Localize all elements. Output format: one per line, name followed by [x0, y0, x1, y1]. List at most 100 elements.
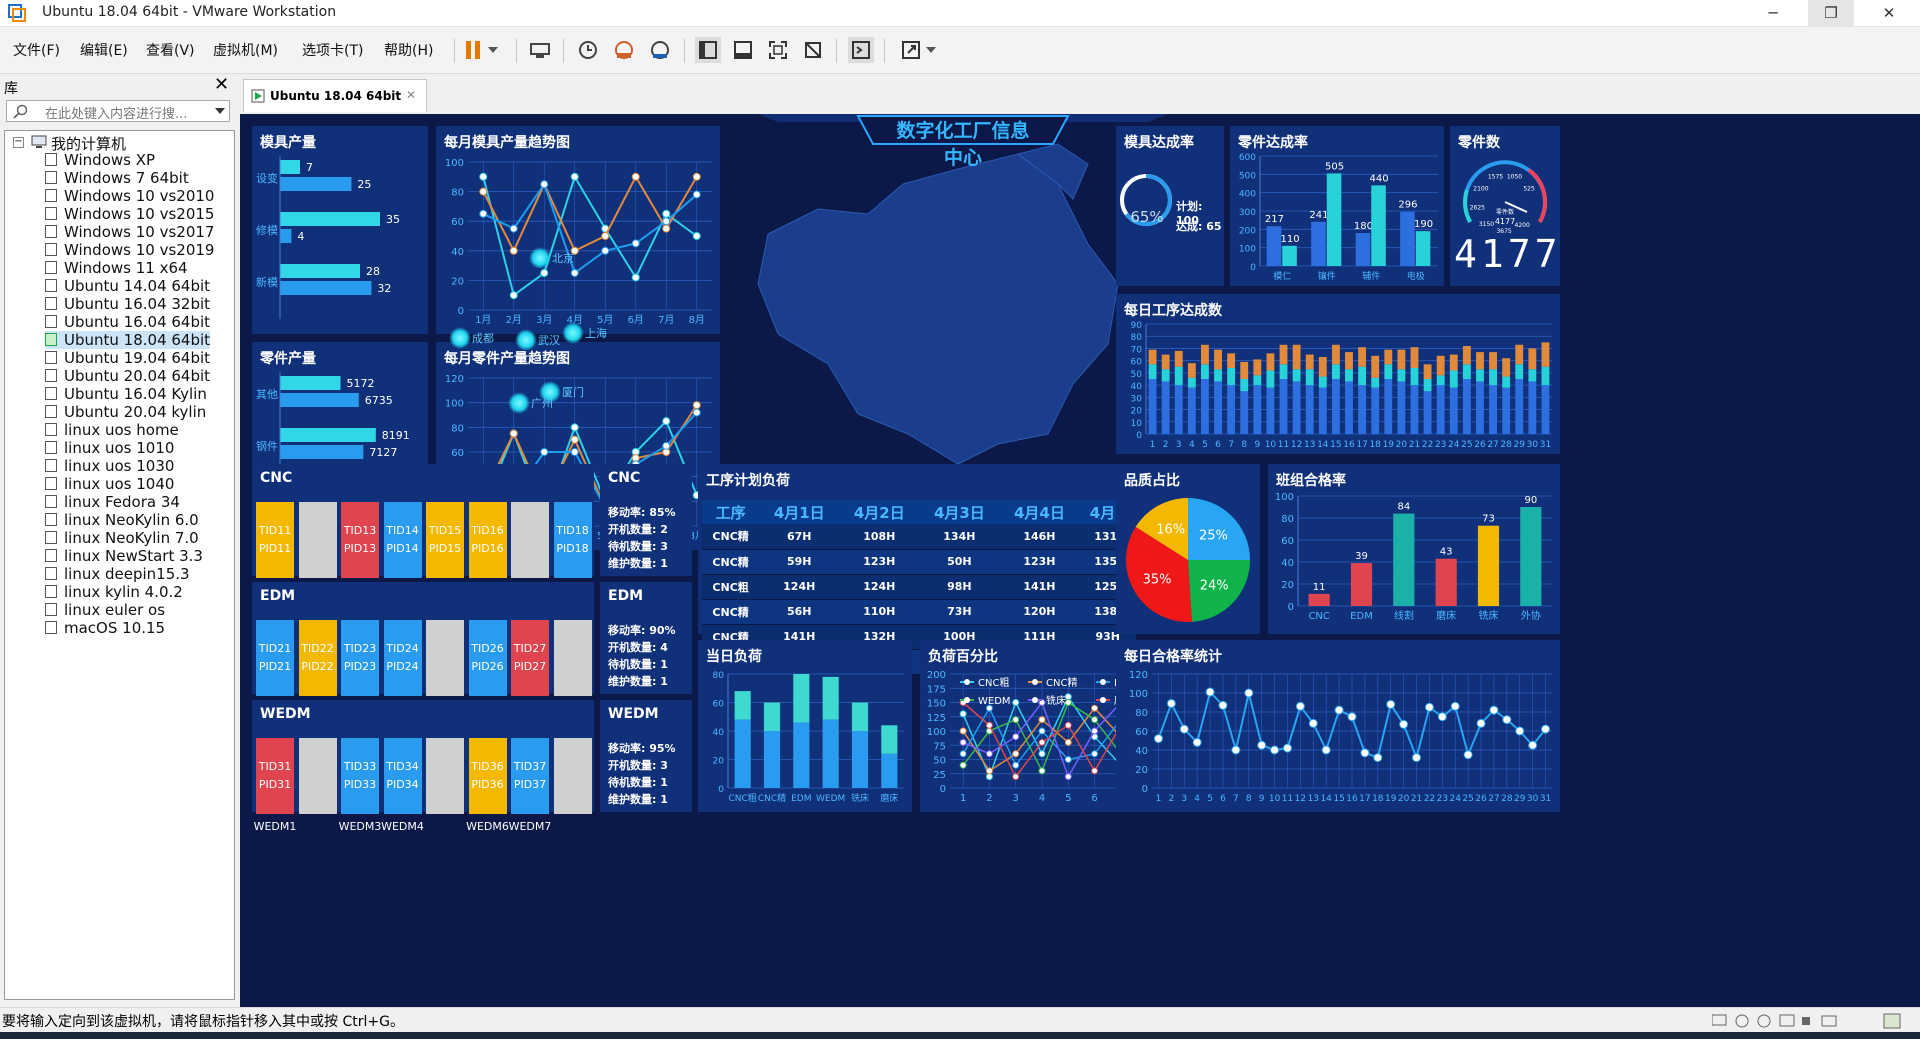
fullscreen-icon[interactable]: [765, 37, 791, 63]
pause-icon[interactable]: [460, 37, 486, 63]
vm-item[interactable]: macOS 10.15: [45, 619, 165, 637]
machine-tile[interactable]: TID16 PID16: [468, 502, 507, 578]
vm-item[interactable]: Ubuntu 14.04 64bit: [45, 277, 210, 295]
snapshot-icon[interactable]: [575, 37, 601, 63]
close-button[interactable]: ✕: [1882, 4, 1896, 22]
machine-tile[interactable]: TID36 PID36: [468, 738, 507, 814]
unity-icon[interactable]: [800, 37, 826, 63]
machine-tile[interactable]: TID21 PID21: [256, 620, 294, 696]
vm-item[interactable]: Ubuntu 20.04 64bit: [45, 367, 210, 385]
vm-item[interactable]: linux NeoKylin 7.0: [45, 529, 199, 547]
x-tick-label: 26: [1475, 794, 1487, 804]
vm-item[interactable]: Ubuntu 16.04 64bit: [45, 313, 210, 331]
terminal-icon[interactable]: [848, 37, 874, 63]
menu-tabs[interactable]: 选项卡(T): [302, 43, 364, 59]
data-point: [985, 721, 993, 729]
stat-line: 开机数量: 3: [608, 759, 668, 772]
machine-tile[interactable]: [553, 620, 592, 696]
vm-item[interactable]: linux Fedora 34: [45, 493, 180, 511]
bar: [1528, 381, 1537, 434]
guest-screen[interactable]: 模具产量 设变 7 25 修模 35 4 新模 28 32 每月模具产量趋势图 0 20 40 60 8…: [240, 114, 1920, 1007]
machine-tile[interactable]: TID13 PID13: [341, 502, 379, 578]
machine-tile[interactable]: [298, 502, 337, 578]
x-tick-label: 8: [1241, 440, 1247, 450]
tab-close-button[interactable]: ✕: [406, 88, 417, 102]
revert-icon[interactable]: [611, 37, 637, 63]
vm-item[interactable]: Windows 10 vs2019: [45, 241, 214, 259]
machine-tile[interactable]: [426, 620, 464, 696]
maximize-button[interactable]: ❐: [1808, 0, 1854, 27]
tile-tid: TID37: [513, 760, 547, 773]
vm-item[interactable]: Windows 11 x64: [45, 259, 188, 277]
tab-ubuntu[interactable]: Ubuntu 18.04 64bit ✕: [243, 79, 427, 112]
send-keys-icon[interactable]: [527, 37, 553, 63]
machine-tile[interactable]: [298, 738, 337, 814]
bar: [1345, 352, 1353, 370]
vm-item[interactable]: Windows 10 vs2015: [45, 205, 214, 223]
vm-item[interactable]: Windows 7 64bit: [45, 169, 189, 187]
bar: [1436, 355, 1445, 376]
machine-tile[interactable]: TID31 PID31: [256, 738, 294, 814]
x-tick-label: 14: [1320, 794, 1332, 804]
dropdown-icon[interactable]: [215, 108, 225, 114]
machine-tile[interactable]: TID18 PID18: [553, 502, 592, 578]
data-point: [1347, 712, 1357, 722]
tree-collapse-icon[interactable]: −: [13, 136, 24, 148]
menu-view[interactable]: 查看(V): [146, 43, 195, 59]
library-close-button[interactable]: ✕: [214, 74, 230, 95]
library-view-icon[interactable]: [695, 37, 721, 63]
gauge-tick: 1575: [1488, 174, 1503, 181]
machine-tile[interactable]: TID22 PID22: [298, 620, 337, 696]
console-view-icon[interactable]: [730, 37, 756, 63]
stretch-icon[interactable]: [898, 37, 924, 63]
vm-item[interactable]: Ubuntu 18.04 64bit: [45, 331, 211, 349]
vm-item[interactable]: linux uos 1030: [45, 457, 174, 475]
china-map: [757, 114, 1168, 535]
machine-tile[interactable]: TID33 PID33: [341, 738, 379, 814]
vm-item[interactable]: Ubuntu 20.04 kylin: [45, 403, 206, 421]
vm-item[interactable]: linux euler os: [45, 601, 165, 619]
machine-tile[interactable]: TID26 PID26: [468, 620, 507, 696]
vm-item[interactable]: Windows 10 vs2017: [45, 223, 214, 241]
menu-edit[interactable]: 编辑(E): [80, 43, 128, 59]
machine-tile[interactable]: [511, 502, 549, 578]
machine-tile[interactable]: [553, 738, 592, 814]
vm-label: Ubuntu 20.04 64bit: [64, 367, 211, 385]
machine-tile[interactable]: TID27 PID27: [511, 620, 549, 696]
x-tick-label: 26: [1474, 440, 1486, 450]
device-icons[interactable]: [1712, 1012, 1912, 1030]
machine-tile[interactable]: TID23 PID23: [341, 620, 379, 696]
vm-item[interactable]: linux uos 1040: [45, 475, 174, 493]
library-search-input[interactable]: 在此处键入内容进行搜...: [6, 100, 230, 122]
machine-tile[interactable]: [426, 738, 464, 814]
menu-vm[interactable]: 虚拟机(M): [213, 43, 279, 59]
vm-item[interactable]: linux uos 1010: [45, 439, 174, 457]
menu-help[interactable]: 帮助(H): [384, 43, 434, 59]
vm-item[interactable]: linux NeoKylin 6.0: [45, 511, 199, 529]
dropdown-icon[interactable]: [924, 37, 938, 63]
vm-item[interactable]: Windows 10 vs2010: [45, 187, 214, 205]
machine-tile[interactable]: TID14 PID14: [383, 502, 422, 578]
manage-snapshots-icon[interactable]: [647, 37, 673, 63]
minimize-button[interactable]: ─: [1768, 4, 1778, 22]
bar: [1148, 379, 1157, 434]
vm-item[interactable]: Ubuntu 16.04 Kylin: [45, 385, 207, 403]
dropdown-icon[interactable]: [486, 37, 500, 63]
machine-tile[interactable]: TID11 PID11: [256, 502, 294, 578]
vm-item[interactable]: Ubuntu 19.04 64bit: [45, 349, 210, 367]
menu-file[interactable]: 文件(F): [13, 43, 60, 59]
vm-item[interactable]: linux NewStart 3.3: [45, 547, 203, 565]
vm-item[interactable]: linux uos home: [45, 421, 179, 439]
machine-tile[interactable]: TID37 PID37: [511, 738, 549, 814]
machine-tile[interactable]: TID24 PID24: [383, 620, 422, 696]
vm-item[interactable]: Ubuntu 16.04 32bit: [45, 295, 210, 313]
tree-root[interactable]: 我的计算机: [51, 135, 127, 153]
vm-item[interactable]: linux deepin15.3: [45, 565, 190, 583]
machine-tile[interactable]: TID34 PID34: [383, 738, 422, 814]
bar: [1148, 364, 1157, 379]
vm-item[interactable]: linux kylin 4.0.2: [45, 583, 183, 601]
x-tick-label: 4: [1194, 794, 1200, 804]
vm-item[interactable]: Windows XP: [45, 151, 155, 169]
machine-tile[interactable]: TID15 PID15: [426, 502, 464, 578]
